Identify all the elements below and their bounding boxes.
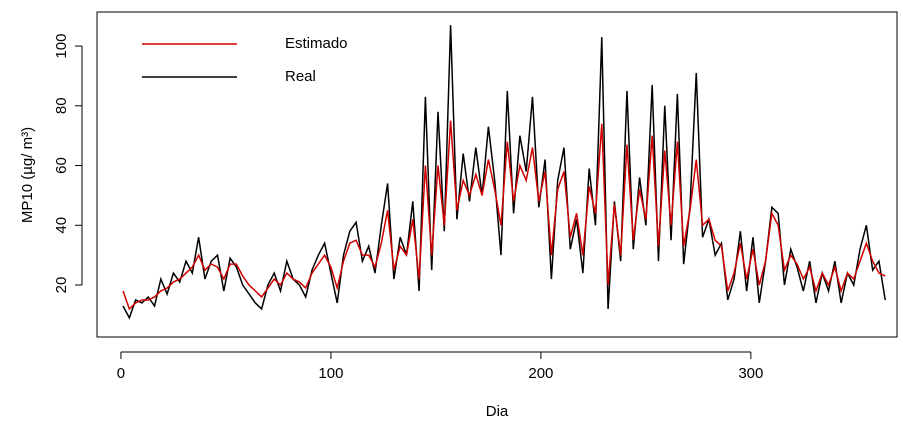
x-tick-label: 300 (738, 365, 763, 382)
y-tick-label: 20 (53, 277, 70, 294)
legend-label: Estimado (285, 35, 348, 52)
x-tick-label: 200 (528, 365, 553, 382)
series-line (122, 120, 886, 311)
plot-frame (96, 11, 898, 338)
x-tick-label: 0 (117, 365, 125, 382)
y-axis-label: MP10 (µg/ m³) (19, 127, 36, 223)
legend-label: Real (285, 68, 316, 85)
y-tick-label: 60 (53, 157, 70, 174)
x-tick-label: 100 (318, 365, 343, 382)
x-axis-label: Dia (486, 403, 509, 420)
y-tick-label: 40 (53, 217, 70, 234)
y-tick-label: 100 (53, 34, 70, 59)
series-line (122, 25, 886, 320)
y-tick-label: 80 (53, 97, 70, 114)
